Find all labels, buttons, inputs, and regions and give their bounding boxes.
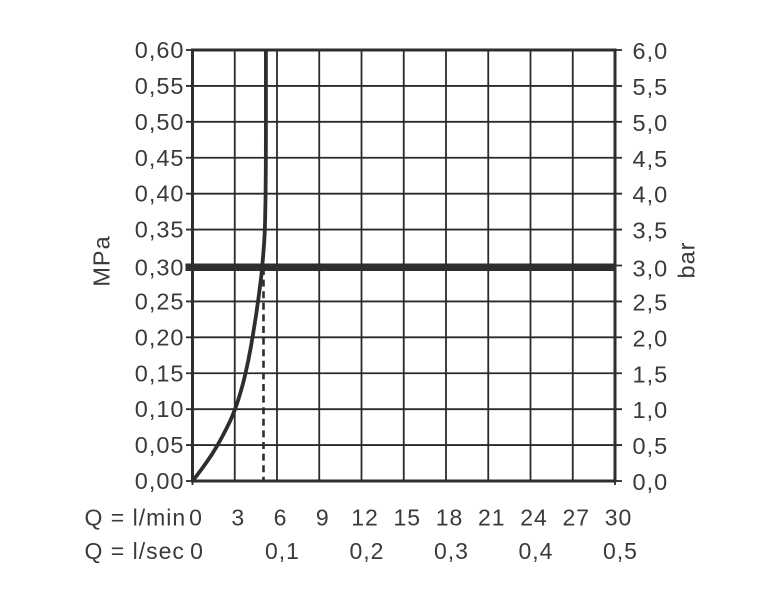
svg-text:2,5: 2,5 <box>633 289 669 315</box>
svg-text:0,20: 0,20 <box>135 324 185 350</box>
svg-text:0,55: 0,55 <box>135 73 185 99</box>
svg-text:0,5: 0,5 <box>633 433 669 459</box>
svg-text:3,0: 3,0 <box>633 255 669 281</box>
svg-text:12: 12 <box>351 504 379 530</box>
svg-text:0,25: 0,25 <box>135 288 185 314</box>
svg-text:0,10: 0,10 <box>135 396 185 422</box>
svg-text:0,2: 0,2 <box>350 538 385 564</box>
svg-text:0,50: 0,50 <box>135 109 185 135</box>
svg-text:5,5: 5,5 <box>633 74 669 100</box>
svg-text:2,0: 2,0 <box>633 325 669 351</box>
svg-text:0,3: 0,3 <box>434 538 469 564</box>
svg-text:0,05: 0,05 <box>135 432 185 458</box>
svg-text:24: 24 <box>520 504 548 530</box>
svg-text:30: 30 <box>605 504 633 530</box>
svg-text:1,5: 1,5 <box>633 361 669 387</box>
svg-text:0,35: 0,35 <box>135 217 185 243</box>
svg-text:0,5: 0,5 <box>603 538 638 564</box>
svg-text:0,60: 0,60 <box>135 37 185 63</box>
svg-text:3: 3 <box>231 504 245 530</box>
svg-text:9: 9 <box>316 504 330 530</box>
svg-text:3,5: 3,5 <box>633 218 669 244</box>
svg-text:0,1: 0,1 <box>265 538 300 564</box>
svg-text:15: 15 <box>393 504 421 530</box>
svg-text:18: 18 <box>436 504 464 530</box>
svg-text:0: 0 <box>189 504 203 530</box>
svg-text:0,15: 0,15 <box>135 360 185 386</box>
svg-text:0,00: 0,00 <box>135 468 185 494</box>
svg-text:4,0: 4,0 <box>633 182 669 208</box>
svg-text:0: 0 <box>190 538 204 564</box>
svg-text:21: 21 <box>478 504 506 530</box>
svg-text:0,0: 0,0 <box>633 469 669 495</box>
svg-text:MPa: MPa <box>89 235 115 286</box>
svg-text:0,4: 0,4 <box>519 538 554 564</box>
svg-text:0,40: 0,40 <box>135 181 185 207</box>
svg-text:1,0: 1,0 <box>633 397 669 423</box>
svg-text:0,45: 0,45 <box>135 145 185 171</box>
svg-text:5,0: 5,0 <box>633 110 669 136</box>
svg-text:4,5: 4,5 <box>633 146 669 172</box>
svg-text:Q = l/sec: Q = l/sec <box>85 538 185 564</box>
svg-text:6: 6 <box>274 504 288 530</box>
svg-text:27: 27 <box>562 504 590 530</box>
svg-text:Q = l/min: Q = l/min <box>85 504 187 530</box>
svg-text:0,30: 0,30 <box>135 254 185 280</box>
svg-text:bar: bar <box>674 242 700 279</box>
svg-text:6,0: 6,0 <box>633 38 669 64</box>
